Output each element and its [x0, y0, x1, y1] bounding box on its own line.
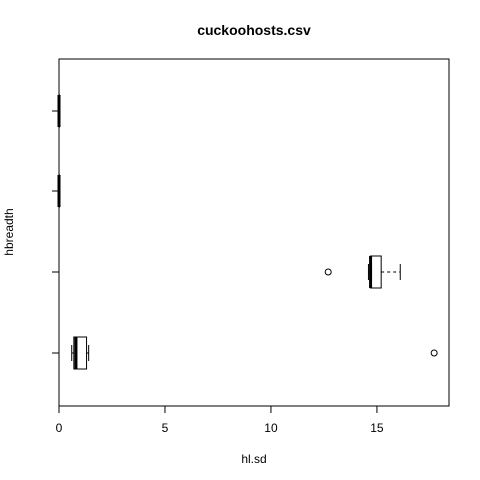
x-tick-label: 10 [264, 421, 278, 435]
x-axis: 0 5 10 15 [56, 405, 384, 435]
y-axis [52, 110, 60, 354]
x-axis-label: hl.sd [241, 452, 266, 466]
box-4 [57, 94, 61, 128]
box-series [57, 94, 438, 370]
x-tick-label: 15 [370, 421, 384, 435]
plot-frame [58, 58, 450, 407]
outlier-point [430, 349, 438, 357]
x-tick-label: 0 [56, 421, 63, 435]
y-axis-label: hbreadth [2, 208, 16, 255]
outlier-point [324, 268, 332, 276]
box-3 [57, 174, 61, 208]
chart-title: cuckoohosts.csv [197, 22, 311, 38]
box-iqr [370, 255, 382, 289]
box-2 [324, 255, 401, 289]
x-tick-label: 5 [162, 421, 169, 435]
box-1 [71, 336, 438, 370]
